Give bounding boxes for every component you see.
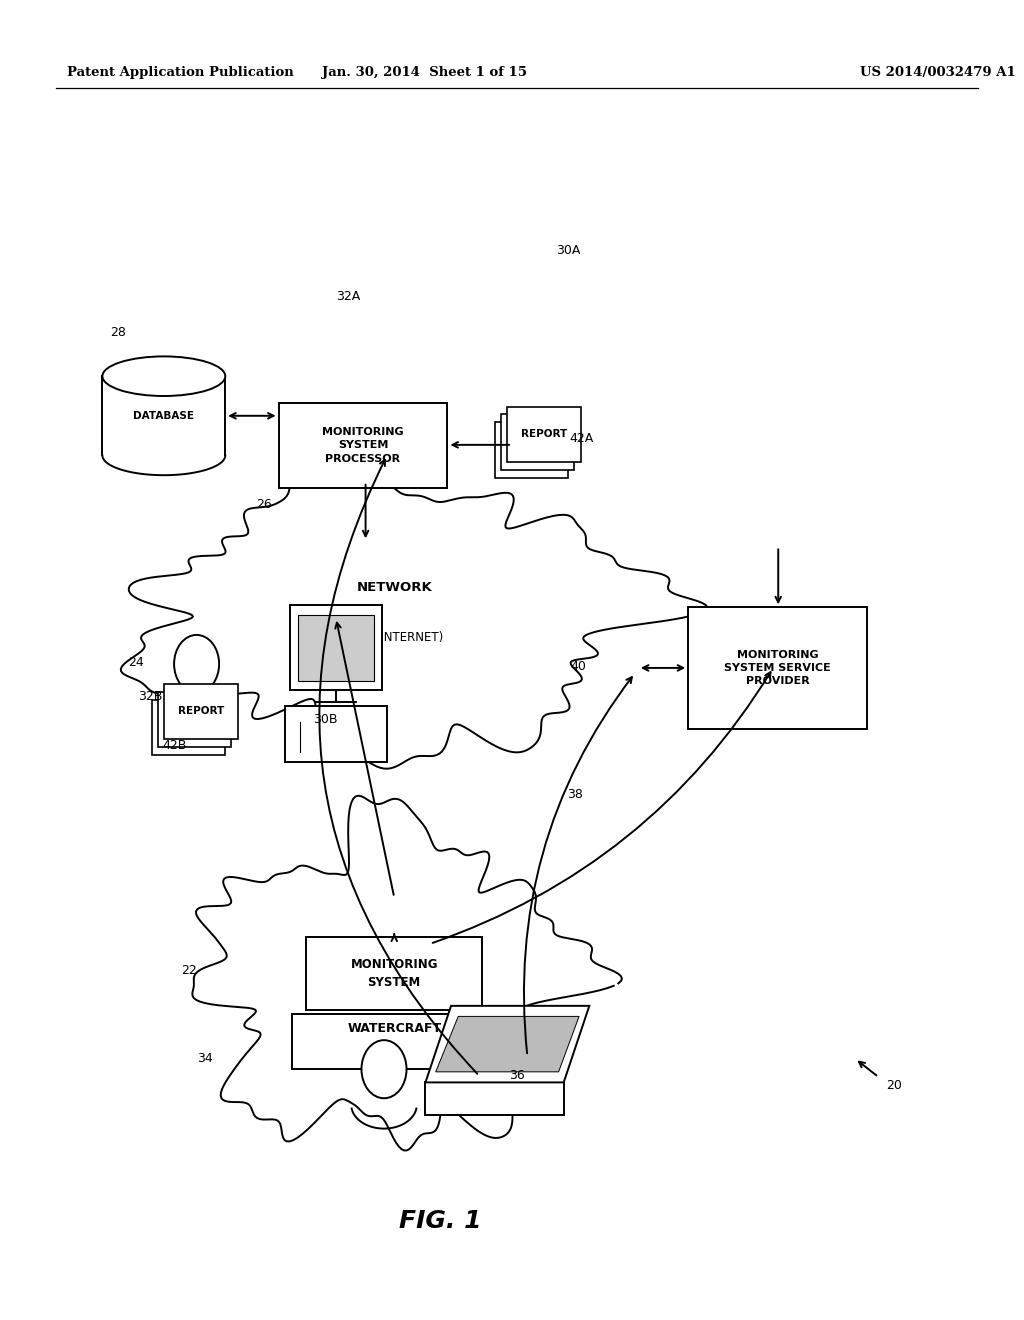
Text: 26: 26	[256, 498, 272, 511]
Text: 40: 40	[570, 660, 587, 673]
FancyBboxPatch shape	[688, 607, 867, 729]
Polygon shape	[426, 1006, 590, 1082]
FancyBboxPatch shape	[298, 615, 374, 681]
FancyBboxPatch shape	[507, 407, 581, 462]
Text: REPORT: REPORT	[520, 429, 567, 440]
FancyBboxPatch shape	[152, 700, 225, 755]
FancyBboxPatch shape	[306, 937, 482, 1010]
Text: 22: 22	[181, 964, 198, 977]
Text: 20: 20	[886, 1078, 902, 1092]
Text: 28: 28	[110, 326, 126, 339]
Circle shape	[174, 635, 219, 693]
Text: NETWORK: NETWORK	[356, 581, 432, 594]
Text: DATABASE: DATABASE	[133, 411, 195, 421]
Text: Jan. 30, 2014  Sheet 1 of 15: Jan. 30, 2014 Sheet 1 of 15	[323, 66, 527, 79]
FancyBboxPatch shape	[292, 1014, 497, 1069]
Text: 34: 34	[197, 1052, 213, 1065]
Text: FIG. 1: FIG. 1	[399, 1209, 481, 1233]
FancyBboxPatch shape	[279, 403, 447, 488]
Text: WATERCRAFT: WATERCRAFT	[347, 1022, 441, 1035]
Ellipse shape	[102, 356, 225, 396]
Text: MONITORING
SYSTEM: MONITORING SYSTEM	[350, 958, 438, 989]
FancyBboxPatch shape	[426, 1082, 563, 1115]
Text: 42B: 42B	[162, 739, 186, 752]
Text: MONITORING
SYSTEM SERVICE
PROVIDER: MONITORING SYSTEM SERVICE PROVIDER	[724, 649, 831, 686]
FancyBboxPatch shape	[285, 706, 387, 762]
Text: REPORT: REPORT	[177, 706, 224, 717]
Text: 24: 24	[128, 656, 144, 669]
Text: MONITORING
SYSTEM
PROCESSOR: MONITORING SYSTEM PROCESSOR	[323, 428, 403, 463]
Text: (e.g., INTERNET): (e.g., INTERNET)	[346, 631, 442, 644]
Text: 38: 38	[567, 788, 584, 801]
FancyBboxPatch shape	[164, 684, 238, 739]
Text: 42A: 42A	[569, 432, 594, 445]
FancyBboxPatch shape	[290, 605, 382, 690]
FancyBboxPatch shape	[158, 692, 231, 747]
Text: 30A: 30A	[556, 244, 581, 257]
Polygon shape	[436, 1016, 580, 1072]
FancyBboxPatch shape	[501, 414, 574, 470]
Text: Patent Application Publication: Patent Application Publication	[67, 66, 293, 79]
Text: US 2014/0032479 A1: US 2014/0032479 A1	[860, 66, 1016, 79]
Circle shape	[361, 1040, 407, 1098]
Text: 32A: 32A	[336, 290, 360, 304]
Text: 32B: 32B	[138, 690, 163, 704]
Text: 36: 36	[509, 1069, 525, 1082]
Text: 30B: 30B	[313, 713, 338, 726]
FancyBboxPatch shape	[495, 422, 568, 478]
